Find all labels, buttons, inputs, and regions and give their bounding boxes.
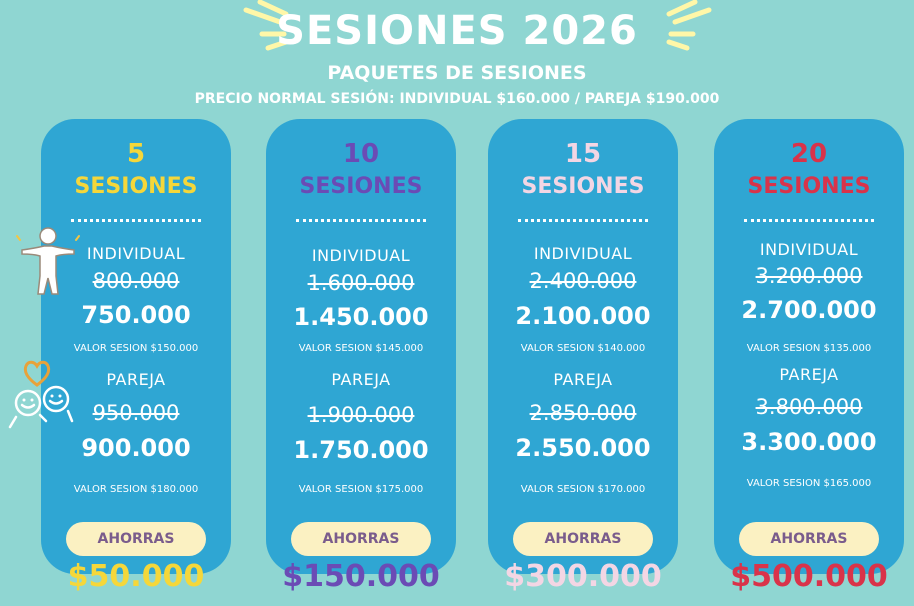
individual-old-price: 3.200.000 (755, 264, 863, 288)
ahorras-badge: AHORRAS (739, 522, 879, 556)
individual-label: INDIVIDUAL (311, 246, 411, 265)
package-card-15: 15 SESIONES INDIVIDUAL 2.400.000 2.100.0… (488, 119, 678, 594)
savings-amount: $150.000 (282, 559, 440, 594)
pareja-label: PAREJA (779, 365, 839, 384)
page-subtitle: PAQUETES DE SESIONES (327, 62, 587, 84)
dotted-divider (71, 219, 201, 222)
savings-amount: $300.000 (504, 559, 662, 594)
pareja-session-value: VALOR SESION $165.000 (746, 478, 872, 489)
individual-new-price: 750.000 (81, 301, 191, 329)
package-sessions-label: SESIONES (521, 174, 645, 199)
individual-session-value: VALOR SESION $135.000 (746, 343, 872, 354)
dotted-divider (296, 219, 426, 222)
ahorras-badge: AHORRAS (513, 522, 653, 556)
ahorras-badge: AHORRAS (291, 522, 431, 556)
package-card-20: 20 SESIONES INDIVIDUAL 3.200.000 2.700.0… (714, 119, 904, 594)
individual-label: INDIVIDUAL (759, 240, 859, 259)
sun-rays-icon (243, 0, 289, 51)
individual-session-value: VALOR SESION $145.000 (298, 343, 424, 354)
package-number: 5 (126, 139, 146, 169)
package-sessions-label: SESIONES (747, 174, 871, 199)
pareja-old-price: 2.850.000 (529, 401, 637, 425)
individual-session-value: VALOR SESION $150.000 (73, 343, 199, 354)
individual-label: INDIVIDUAL (533, 244, 633, 263)
package-card-10: 10 SESIONES INDIVIDUAL 1.600.000 1.450.0… (266, 119, 456, 594)
individual-old-price: 800.000 (92, 269, 180, 293)
individual-new-price: 2.100.000 (515, 302, 651, 330)
package-sessions-label: SESIONES (299, 174, 423, 199)
couple-icon (8, 385, 74, 429)
pareja-old-price: 3.800.000 (755, 395, 863, 419)
dotted-divider (518, 219, 648, 222)
individual-label: INDIVIDUAL (86, 244, 186, 263)
page-title: SESIONES 2026 (276, 8, 638, 54)
package-number: 20 (790, 139, 828, 169)
sun-rays-icon (666, 0, 712, 51)
pareja-label: PAREJA (331, 370, 391, 389)
individual-old-price: 1.600.000 (307, 271, 415, 295)
individual-session-value: VALOR SESION $140.000 (520, 343, 646, 354)
pareja-old-price: 950.000 (92, 401, 180, 425)
savings-amount: $500.000 (730, 559, 888, 594)
pareja-new-price: 900.000 (81, 434, 191, 462)
pareja-label: PAREJA (106, 370, 166, 389)
package-card-5: 5 SESIONES INDIVIDUAL 800.000 750.000 VA… (41, 119, 231, 594)
pareja-new-price: 3.300.000 (741, 428, 877, 456)
individual-old-price: 2.400.000 (529, 269, 637, 293)
individual-new-price: 1.450.000 (293, 303, 429, 331)
ahorras-badge: AHORRAS (66, 522, 206, 556)
dotted-divider (744, 219, 874, 222)
individual-new-price: 2.700.000 (741, 296, 877, 324)
pareja-label: PAREJA (553, 370, 613, 389)
pareja-session-value: VALOR SESION $175.000 (298, 484, 424, 495)
package-number: 15 (564, 139, 602, 169)
savings-amount: $50.000 (67, 559, 205, 594)
pareja-session-value: VALOR SESION $170.000 (520, 484, 646, 495)
pareja-new-price: 1.750.000 (293, 436, 429, 464)
person-icon (16, 227, 80, 295)
package-sessions-label: SESIONES (74, 174, 198, 199)
normal-price-note: PRECIO NORMAL SESIÓN: INDIVIDUAL $160.00… (194, 91, 720, 107)
pareja-old-price: 1.900.000 (307, 403, 415, 427)
pareja-new-price: 2.550.000 (515, 434, 651, 462)
pareja-session-value: VALOR SESION $180.000 (73, 484, 199, 495)
heart-icon (23, 360, 51, 387)
package-number: 10 (342, 139, 380, 169)
